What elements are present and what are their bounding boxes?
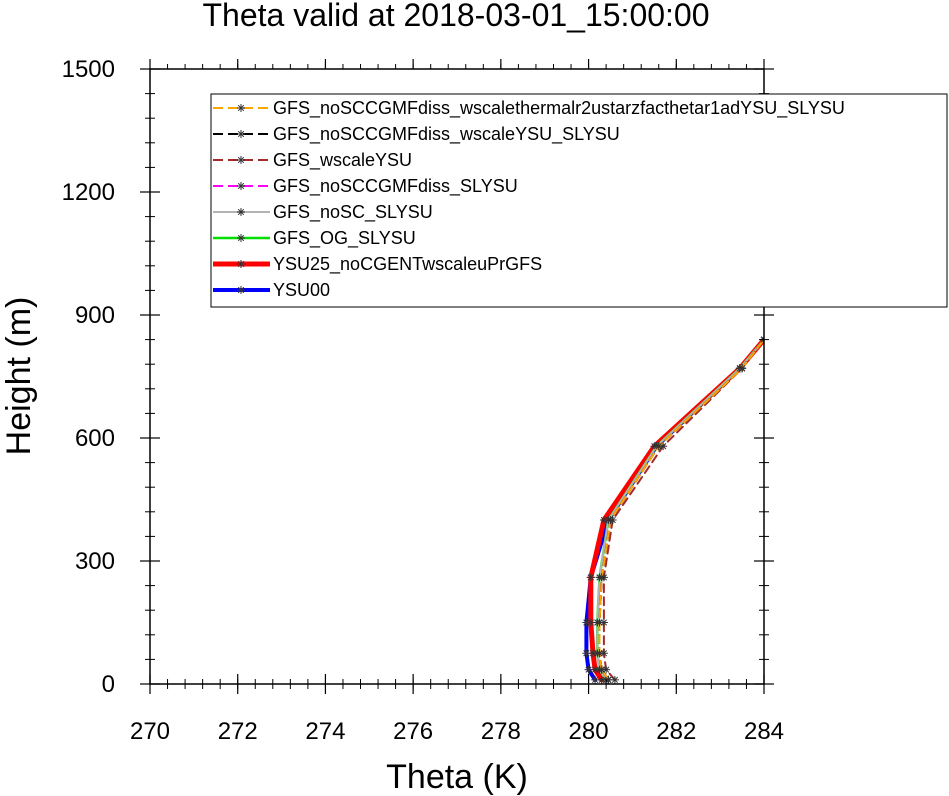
legend-item-4-marker [237, 182, 245, 190]
legend-item-5-label: GFS_noSC_SLYSU [273, 202, 433, 223]
series-3-group [599, 335, 764, 684]
series-7-marker [597, 675, 606, 684]
axis-ticks: 270 272 274 276 278 280 282 284 0 300 600 900 1200 15… [62, 56, 784, 745]
series-6-line [596, 338, 764, 682]
x-tick-label: 270 [130, 718, 170, 745]
series-4-line [598, 338, 764, 681]
legend-item-6-label: GFS_OG_SLYSU [273, 228, 416, 249]
legend-item-2-marker [237, 130, 245, 138]
series-layer [582, 335, 764, 684]
plot-frame [149, 68, 765, 685]
series-7-marker [588, 649, 597, 658]
legend-item-1-marker [237, 104, 245, 112]
legend-item-3-marker [237, 156, 245, 164]
y-tick-label: 1500 [62, 56, 115, 83]
legend-item-1-label: GFS_noSCCGMFdiss_wscalethermalr2ustarzfa… [273, 98, 845, 119]
legend-item-4: GFS_noSCCGMFdiss_SLYSU [213, 176, 518, 197]
x-axis-title: Theta (K) [386, 758, 528, 796]
legend-item-5-marker [237, 208, 245, 216]
y-tick-label: 600 [75, 425, 115, 452]
series-1-marker [738, 364, 747, 373]
series-7-marker [586, 573, 595, 582]
legend-item-2: GFS_noSCCGMFdiss_wscaleYSU_SLYSU [213, 124, 620, 145]
y-axis-title: Height (m) [0, 297, 38, 456]
y-tick-label: 900 [75, 302, 115, 329]
legend: GFS_noSCCGMFdiss_wscalethermalr2ustarzfa… [210, 93, 948, 308]
legend-item-5: GFS_noSC_SLYSU [213, 202, 433, 223]
x-tick-label: 284 [744, 718, 784, 745]
legend-item-8-marker [237, 286, 245, 294]
legend-item-8-label: YSU00 [273, 280, 330, 300]
legend-item-4-label: GFS_noSCCGMFdiss_SLYSU [273, 176, 518, 197]
x-tick-label: 272 [218, 718, 258, 745]
series-8-marker [584, 665, 593, 674]
x-tick-label: 274 [305, 718, 345, 745]
y-tick-label: 1200 [62, 179, 115, 206]
series-1-group [595, 335, 764, 684]
legend-item-2-label: GFS_noSCCGMFdiss_wscaleYSU_SLYSU [273, 124, 620, 145]
y-tick-label: 300 [75, 548, 115, 575]
series-1-marker [606, 516, 615, 524]
series-3-marker [599, 649, 608, 658]
x-tick-label: 278 [481, 718, 521, 745]
series-3-marker [610, 675, 619, 684]
legend-item-6: GFS_OG_SLYSU [213, 228, 416, 249]
series-7-marker [591, 665, 600, 674]
legend-box [210, 93, 948, 308]
series-8-marker [582, 618, 591, 627]
x-tick-label: 276 [393, 718, 433, 745]
series-5-line [596, 338, 764, 681]
series-3-marker [599, 618, 608, 627]
series-8-marker [591, 675, 600, 684]
legend-item-7: YSU25_noCGENTwscaleuPrGFS [213, 254, 542, 275]
series-1-marker [597, 573, 606, 582]
x-tick-label: 282 [656, 718, 696, 745]
series-3-marker [659, 442, 668, 451]
chart-title: Theta valid at 2018-03-01_15:00:00 [202, 0, 709, 33]
legend-item-8: YSU00 [213, 280, 330, 300]
series-1-marker [604, 675, 613, 684]
legend-item-3: GFS_wscaleYSU [213, 150, 412, 171]
series-1-line [598, 338, 764, 681]
legend-item-3-label: GFS_wscaleYSU [273, 150, 412, 171]
series-3-marker [602, 665, 611, 674]
series-2-group [595, 335, 764, 684]
series-1-marker [595, 649, 604, 658]
series-8-marker [582, 649, 591, 658]
legend-item-1: GFS_noSCCGMFdiss_wscalethermalr2ustarzfa… [213, 98, 845, 119]
series-4-group [595, 335, 764, 684]
series-7-marker [586, 618, 595, 627]
x-tick-label: 280 [569, 718, 609, 745]
series-1-marker [597, 665, 606, 674]
legend-item-7-marker [237, 260, 245, 268]
series-3-line [602, 338, 764, 681]
series-2-line [598, 338, 764, 681]
legend-item-7-label: YSU25_noCGENTwscaleuPrGFS [273, 254, 542, 275]
y-tick-label: 0 [102, 671, 115, 698]
series-1-marker [654, 442, 663, 451]
series-1-marker [595, 618, 604, 627]
series-7-marker [599, 516, 608, 524]
legend-item-6-marker [237, 234, 245, 242]
